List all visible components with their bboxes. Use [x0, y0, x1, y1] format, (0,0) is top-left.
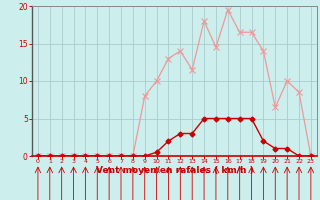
- X-axis label: Vent moyen/en rafales ( km/h ): Vent moyen/en rafales ( km/h ): [96, 166, 253, 175]
